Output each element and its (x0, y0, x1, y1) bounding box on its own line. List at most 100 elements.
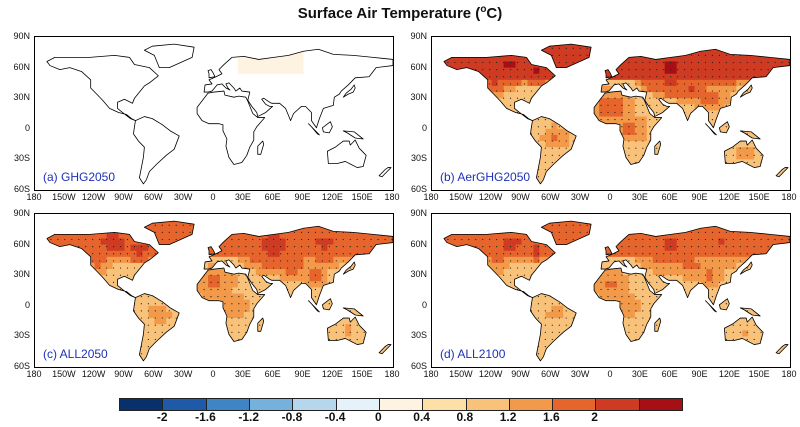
colorbar-swatch (249, 399, 294, 410)
latitude-tick-label: 30S (410, 330, 427, 341)
map-panel-d: (d) ALL2100 (431, 213, 791, 368)
coastline (443, 54, 556, 122)
coastline (775, 167, 789, 178)
coastline (723, 316, 764, 345)
colorbar-swatch (120, 399, 164, 410)
latitude-tick-label: 60N (410, 238, 427, 249)
coastline (257, 317, 265, 332)
longitude-tick-label: 150E (351, 369, 373, 379)
longitude-tick-label: 180 (781, 192, 797, 202)
coastline (775, 344, 789, 355)
coastline (133, 116, 180, 185)
longitude-tick-label: 120W (81, 192, 106, 202)
longitude-tick-label: 90W (114, 192, 133, 202)
longitude-tick-label: 150W (449, 192, 473, 202)
latitude-tick-label: 0 (24, 299, 30, 310)
coastline (739, 261, 753, 275)
latitude-tick-label: 30N (410, 92, 427, 103)
longitude-tick-label: 60W (144, 192, 163, 202)
colorbar-swatch (509, 399, 554, 410)
longitude-tick-label: 0 (210, 192, 216, 202)
colorbar-swatch (336, 399, 380, 410)
longitude-tick-label: 150E (351, 192, 373, 202)
longitude-tick-label: 30W (570, 192, 590, 202)
coastline (705, 300, 717, 313)
coastline (207, 246, 216, 256)
panel-label: (b) AerGHG2050 (438, 170, 533, 184)
latitude-tick-label: 90N (13, 208, 30, 218)
longitude-tick-label: 180 (781, 369, 797, 379)
coastline (718, 121, 730, 134)
coastline (739, 130, 761, 140)
colorbar-tick-label: -2 (156, 410, 168, 424)
longitude-tick-label: 30E (631, 369, 648, 379)
colorbar-tick-label: 1.6 (542, 410, 560, 424)
coastline (654, 140, 662, 155)
longitude-tick-label: 0 (607, 192, 613, 202)
latitude-tick-label: 30N (13, 92, 30, 103)
coastline (378, 167, 392, 178)
coastline (593, 267, 663, 342)
latitude-tick-label: 30N (13, 269, 30, 280)
longitude-tick-label: 30W (173, 369, 193, 379)
coastline (530, 293, 577, 362)
longitude-tick-label: 90E (294, 192, 311, 202)
longitude-tick-label: 150W (52, 192, 76, 202)
colorbar-swatch (293, 399, 337, 410)
latitude-tick-label: 90N (410, 208, 427, 218)
longitude-tick-label: 60E (264, 369, 281, 379)
colorbar-tick-label: 0 (375, 410, 382, 424)
coastline (378, 344, 392, 355)
coastline (326, 139, 367, 168)
land-temperature-field (35, 44, 393, 190)
longitude-tick-label: 60W (541, 369, 560, 379)
colorbar (119, 398, 683, 411)
coastline (718, 298, 730, 311)
longitude-tick-label: 150W (449, 369, 473, 379)
longitude-tick-label: 90E (691, 369, 708, 379)
longitude-tick-label: 60E (661, 192, 678, 202)
colorbar-swatch (596, 399, 640, 410)
coastline (207, 69, 216, 79)
map-canvas (432, 220, 790, 367)
coastline (342, 261, 356, 275)
coastline (46, 54, 159, 122)
coastline (600, 225, 790, 306)
coastline (739, 307, 761, 317)
latitude-tick-label: 60S (410, 184, 427, 194)
land-temperature-field (432, 44, 790, 190)
coastline (342, 307, 364, 317)
coastline (540, 43, 592, 69)
longitude-tick-label: 60E (661, 369, 678, 379)
coastline (196, 267, 266, 342)
longitude-tick-label: 180 (26, 192, 42, 202)
longitude-tick-label: 90W (114, 369, 133, 379)
longitude-tick-label: 0 (210, 369, 216, 379)
latitude-tick-label: 60N (13, 61, 30, 72)
longitude-tick-label: 120W (478, 192, 503, 202)
coastline (321, 298, 333, 311)
coastline (308, 300, 320, 313)
colorbar-tick-label: 0.8 (456, 410, 474, 424)
colorbar-tick-label: -1.6 (195, 410, 216, 424)
land-temperature-field (432, 221, 790, 367)
longitude-tick-label: 120W (81, 369, 106, 379)
longitude-tick-label: 60W (144, 369, 163, 379)
longitude-tick-label: 150E (748, 192, 770, 202)
map-panel-a: (a) GHG2050 (34, 36, 394, 191)
latitude-tick-label: 60S (13, 184, 30, 194)
map-canvas (432, 43, 790, 190)
map-panel-c: (c) ALL2050 (34, 213, 394, 368)
coastline (705, 123, 717, 136)
latitude-tick-label: 90N (410, 31, 427, 41)
coastline (257, 140, 265, 155)
coastline (196, 90, 266, 165)
map-canvas (35, 220, 393, 367)
latitude-tick-label: 0 (421, 299, 427, 310)
longitude-tick-label: 90E (294, 369, 311, 379)
figure-title: Surface Air Temperature (oC) (297, 4, 503, 22)
longitude-tick-label: 0 (607, 369, 613, 379)
colorbar-swatch (206, 399, 250, 410)
colorbar-swatch (639, 399, 683, 410)
coastline (143, 220, 195, 246)
